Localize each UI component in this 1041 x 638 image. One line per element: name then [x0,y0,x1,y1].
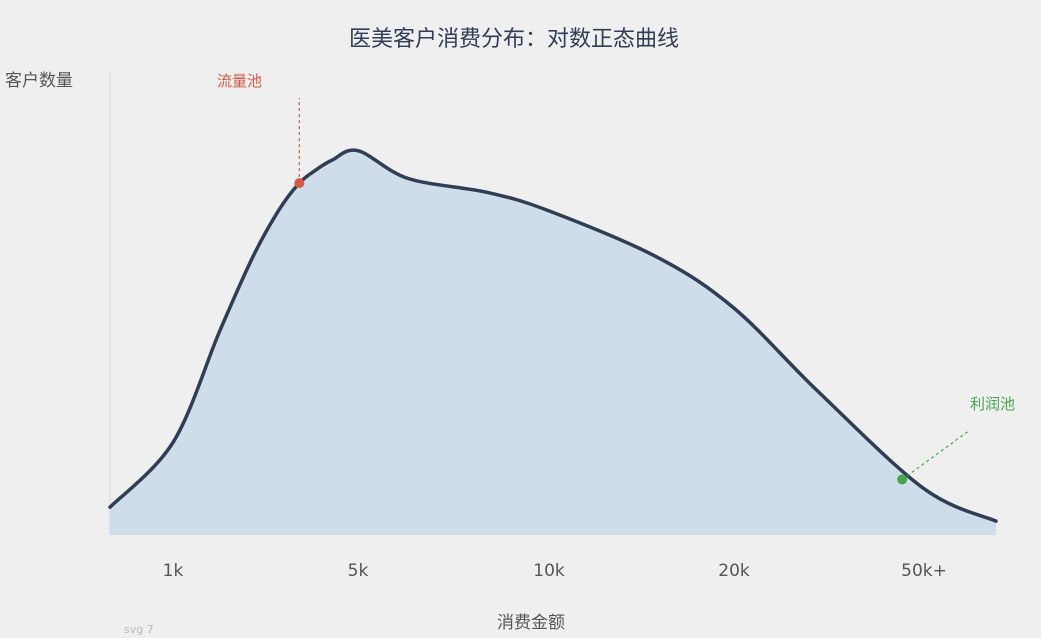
x-tick-label: 20k [718,561,750,581]
x-tick-label: 5k [348,561,369,581]
annotation-leader [901,429,971,480]
x-axis-label: 消费金额 [497,613,565,633]
x-tick-label: 10k [533,561,565,581]
annotation-point [897,474,908,485]
distribution-curve [108,148,998,523]
annotation-traffic-pool: 流量池 [217,72,305,189]
x-tick-label: 1k [163,561,184,581]
x-tick-labels: 1k 5k 10k 20k 50k+ [163,561,947,581]
footnote: svg 7 [124,623,154,636]
distribution-area [110,150,996,535]
y-axis-label: 客户数量 [5,71,73,91]
chart-title: 医美客户消费分布：对数正态曲线 [349,27,679,52]
annotation-label: 流量池 [217,72,262,90]
x-tick-label: 50k+ [901,561,947,581]
annotation-profit-pool: 利润池 [897,395,1015,485]
annotation-label: 利润池 [970,395,1015,413]
annotation-point [294,178,305,189]
